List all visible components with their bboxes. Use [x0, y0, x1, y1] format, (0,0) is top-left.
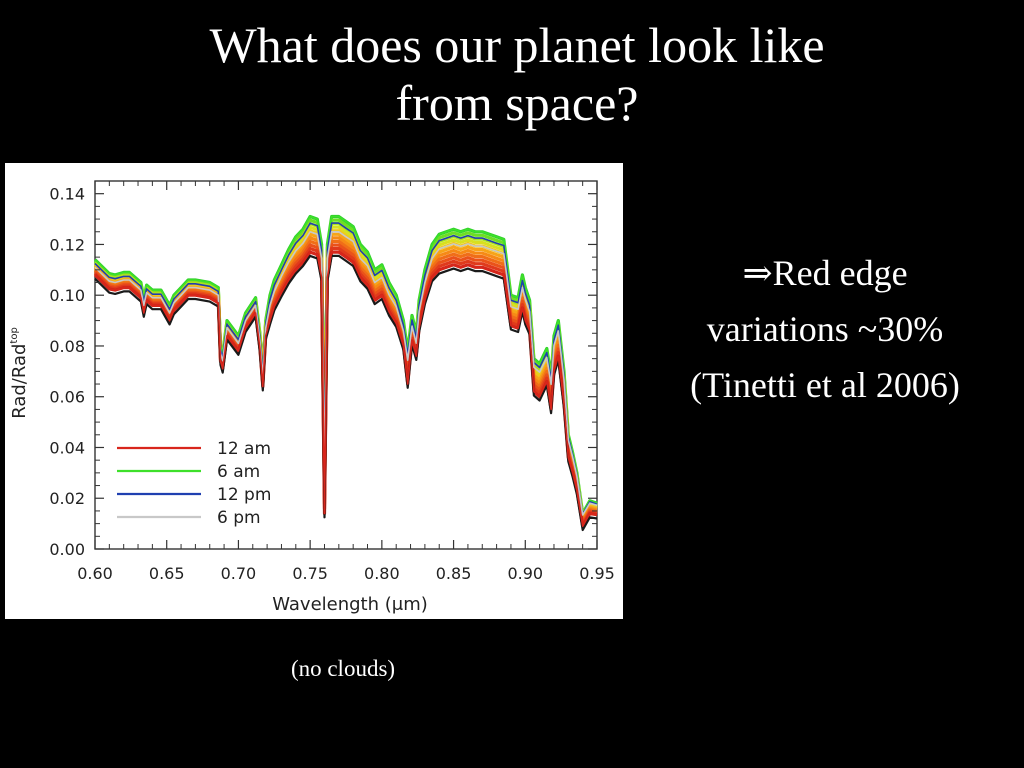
legend-label: 12 pm	[217, 485, 271, 505]
slide-title-line-2: from space?	[395, 75, 639, 131]
y-tick-label: 0.10	[49, 286, 85, 305]
slide-title: What does our planet look like from spac…	[0, 16, 1024, 132]
interpolated-band-line	[93, 221, 598, 518]
figure-caption: (no clouds)	[290, 656, 396, 681]
series-band-layer	[93, 214, 598, 532]
y-tick-label: 0.04	[49, 438, 85, 457]
legend-label: 12 am	[217, 439, 271, 459]
y-axis-label-superscript: top	[9, 327, 20, 343]
y-axis-label-main: Rad/Rad	[9, 344, 30, 419]
y-tick-label: 0.00	[49, 540, 85, 559]
legend: 12 am 6 am 12 pm 6 pm	[117, 439, 271, 528]
note-line-2: variations ~30%	[706, 309, 944, 349]
y-axis-label-group: Rad/Radtop	[9, 327, 30, 419]
plot-frame-layer	[94, 180, 598, 550]
x-tick-label: 0.80	[364, 564, 400, 583]
x-tick-label: 0.90	[507, 564, 543, 583]
y-axis-label: Rad/Radtop	[9, 327, 30, 419]
plot-frame	[94, 180, 598, 550]
x-tick-label: 0.75	[292, 564, 328, 583]
series-line-6-am	[94, 215, 598, 515]
series-line-12-am	[94, 251, 598, 528]
legend-label: 6 pm	[217, 508, 261, 528]
series-line-12-pm	[94, 222, 598, 516]
spectrum-figure: 0.60 0.65 0.70 0.75 0.80 0.85 0.90 0.95 0.00 0.02…	[5, 163, 623, 619]
x-tick-label: 0.85	[436, 564, 472, 583]
x-tick-label: 0.95	[579, 564, 615, 583]
x-tick-label: 0.65	[149, 564, 185, 583]
y-tick-label: 0.06	[49, 388, 85, 407]
spectrum-chart: 0.60 0.65 0.70 0.75 0.80 0.85 0.90 0.95 0.00 0.02…	[9, 180, 615, 615]
y-tick-label: 0.02	[49, 489, 85, 508]
red-edge-note: ⇒Red edge variations ~30% (Tinetti et al…	[640, 245, 1010, 413]
legend-label: 6 am	[217, 462, 260, 482]
axis-layer: 0.60 0.65 0.70 0.75 0.80 0.85 0.90 0.95 0.00 0.02…	[49, 181, 615, 583]
interpolated-band-line	[93, 225, 598, 519]
lower-shadow-line	[94, 254, 598, 532]
series-line-6-pm	[94, 231, 598, 516]
x-tick-label: 0.60	[77, 564, 113, 583]
slide-title-line-1: What does our planet look like	[209, 17, 825, 73]
x-tick-label: 0.70	[221, 564, 257, 583]
note-line-3: (Tinetti et al 2006)	[690, 365, 960, 405]
note-line-1: ⇒Red edge	[742, 253, 908, 293]
x-axis-label: Wavelength (μm)	[272, 594, 428, 615]
series-layer	[94, 215, 598, 528]
y-tick-label: 0.08	[49, 337, 85, 356]
y-tick-label: 0.12	[49, 235, 85, 254]
y-tick-label: 0.14	[49, 185, 85, 204]
